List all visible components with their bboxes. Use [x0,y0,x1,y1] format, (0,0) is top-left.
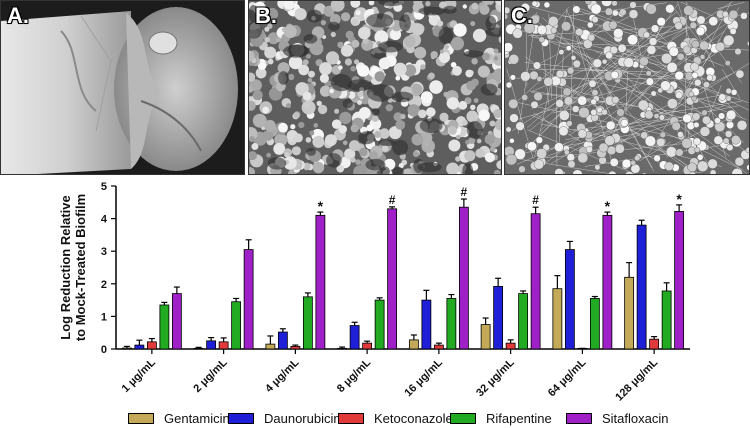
legend-swatch [450,413,476,424]
bar [480,324,491,350]
bar [387,208,398,350]
bar [505,342,516,350]
legend-label: Daunorubicin [264,411,341,426]
bar [674,211,685,350]
significance-annotations: * # # # * * [318,185,683,214]
y-tick-label: 4 [101,214,108,226]
significance-mark: # [532,193,539,207]
bar [265,343,276,350]
legend-label: Ketoconazole [374,411,453,426]
bar [564,249,575,350]
bar [315,214,326,350]
bar [446,298,457,350]
bar [290,345,301,350]
bar [193,347,204,350]
legend-swatch [566,413,592,424]
bar [552,288,563,350]
legend-item: Daunorubicin [228,411,341,426]
bar [159,304,170,350]
bar [231,301,242,350]
bar [458,206,469,350]
x-axis: 1 μg/mL 2 μg/mL 4 μg/mL 8 μg/mL 16 μg/mL 32 μ… [116,348,690,404]
legend-swatch [338,413,364,424]
significance-mark: # [461,185,468,199]
panel-label-b: B. [255,3,277,28]
bar [337,347,348,350]
significance-mark: * [318,198,324,214]
bar [277,331,288,350]
x-tick-label: 64 μg/mL [546,356,589,399]
bar [636,224,647,350]
legend-item: Ketoconazole [338,411,453,426]
y-tick-label: 5 [101,181,107,193]
legend-label: Gentamicin [164,411,230,426]
significance-mark: * [676,191,682,207]
legend-label: Sitafloxacin [602,411,669,426]
y-tick-label: 0 [101,344,107,356]
legend-label: Rifapentine [486,411,552,426]
x-tick-label: 16 μg/mL [402,356,445,399]
bar [302,296,313,350]
bar [218,341,229,350]
x-tick-label: 8 μg/mL [335,356,374,395]
bar [624,276,635,350]
panel-label-a: A. [7,3,29,28]
y-tick-label: 1 [101,311,107,323]
bar [362,342,373,350]
bar [408,339,419,350]
log-reduction-bar-chart: Log Reduction Relative to Mock-Treated Bi… [58,181,690,404]
legend-swatch [128,413,154,424]
bar [374,299,385,350]
y-axis-title: Log Reduction Relative to Mock-Treated Bi… [58,194,88,341]
bar [146,341,157,350]
y-axis: 0 1 2 3 4 5 [101,181,117,356]
y-tick-label: 3 [101,246,107,258]
y-axis-title-line: to Mock-Treated Biofilm [73,194,88,341]
sem-image-catheter-tip [1,1,244,174]
bar [134,344,145,350]
y-axis-title-line: Log Reduction Relative [58,195,73,339]
x-tick-label: 2 μg/mL [191,356,230,395]
legend-item: Sitafloxacin [566,411,668,426]
x-tick-label: 128 μg/mL [613,356,660,403]
bar [577,347,588,350]
bar [493,286,504,350]
legend-swatch [228,413,254,424]
bar [243,249,254,350]
significance-mark: * [605,198,611,214]
bar [589,298,600,350]
chart-legend: Gentamicin Daunorubicin Ketoconazole Rifape… [0,408,750,428]
x-tick-label: 1 μg/mL [120,356,159,395]
bar [349,325,360,350]
significance-mark: # [389,193,396,207]
micrograph-panel-c: C. [504,0,750,175]
bar [433,344,444,350]
legend-item: Rifapentine [450,411,552,426]
bar [171,293,182,350]
micrograph-panel-b: B. [248,0,502,175]
bar [661,290,672,350]
x-tick-label: 4 μg/mL [263,356,302,395]
panel-label-c: C. [511,3,533,28]
bar [121,347,132,350]
micrograph-panel-a: A. [0,0,245,175]
legend-item: Gentamicin [128,411,230,426]
bar [518,293,529,350]
bar [206,340,217,350]
bar [649,338,660,350]
x-tick-label: 32 μg/mL [474,356,517,399]
bar [530,213,541,350]
bar [602,214,613,350]
bars [121,198,685,350]
y-tick-label: 2 [101,279,107,291]
sem-image-biofilm-clusters [249,1,501,174]
sem-image-biofilm-network [505,1,749,174]
bar [421,299,432,350]
